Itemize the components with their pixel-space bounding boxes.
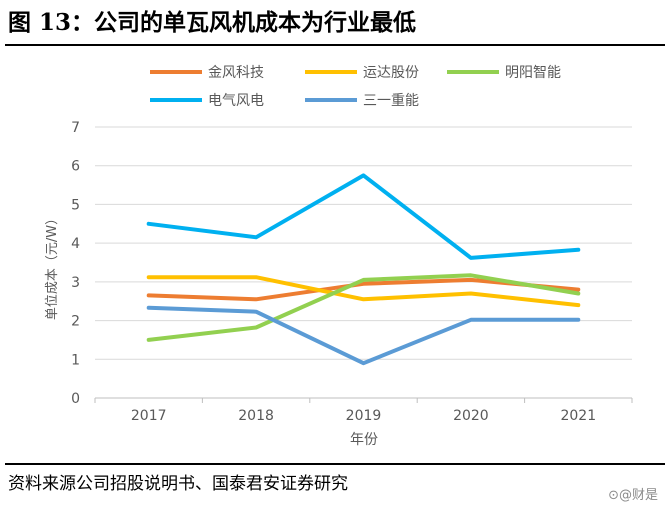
legend-label: 电气风电 bbox=[208, 93, 264, 109]
series-line-2 bbox=[146, 275, 581, 308]
x-tick-label: 2020 bbox=[453, 408, 489, 424]
y-tick-label: 6 bbox=[71, 159, 80, 175]
series-line-5 bbox=[146, 305, 581, 366]
series-line-3 bbox=[146, 273, 581, 342]
x-tick-label: 2019 bbox=[346, 408, 382, 424]
gridlines bbox=[95, 126, 632, 360]
y-tick-labels: 0 1 2 3 4 5 6 7 bbox=[71, 120, 80, 407]
legend-label: 运达股份 bbox=[363, 65, 419, 81]
legend-item: 三一重能 bbox=[305, 93, 419, 109]
legend-item: 电气风电 bbox=[150, 93, 264, 109]
legend-item: 金风科技 bbox=[150, 65, 264, 81]
x-tick-label: 2017 bbox=[131, 408, 167, 424]
legend-item: 运达股份 bbox=[305, 65, 419, 81]
series-line-4 bbox=[146, 173, 581, 260]
figure-title: 图 13：公司的单瓦风机成本为行业最低 bbox=[8, 9, 417, 36]
x-tick-label: 2018 bbox=[238, 408, 274, 424]
series-lines bbox=[146, 173, 581, 366]
title-rule bbox=[5, 44, 665, 46]
y-tick-label: 1 bbox=[71, 352, 80, 368]
y-tick-label: 0 bbox=[71, 391, 80, 407]
y-tick-label: 4 bbox=[71, 236, 80, 252]
y-tick-label: 2 bbox=[71, 314, 80, 330]
x-axis bbox=[94, 397, 633, 403]
y-tick-label: 7 bbox=[71, 120, 80, 136]
watermark: ⊙@财是 bbox=[608, 488, 658, 503]
legend-label: 明阳智能 bbox=[505, 65, 561, 81]
source-rule bbox=[5, 463, 665, 465]
x-axis-label: 年份 bbox=[350, 432, 378, 448]
legend-label: 三一重能 bbox=[363, 93, 419, 109]
y-tick-label: 5 bbox=[71, 197, 80, 213]
x-tick-label: 2021 bbox=[560, 408, 596, 424]
y-tick-label: 3 bbox=[71, 275, 80, 291]
legend-label: 金风科技 bbox=[208, 65, 264, 81]
y-axis-label: 单位成本（元/W） bbox=[45, 212, 60, 320]
x-tick-labels: 2017 2018 2019 2020 2021 bbox=[131, 408, 596, 424]
source-note: 资料来源公司招股说明书、国泰君安证券研究 bbox=[8, 474, 348, 494]
legend-item: 明阳智能 bbox=[447, 65, 561, 81]
